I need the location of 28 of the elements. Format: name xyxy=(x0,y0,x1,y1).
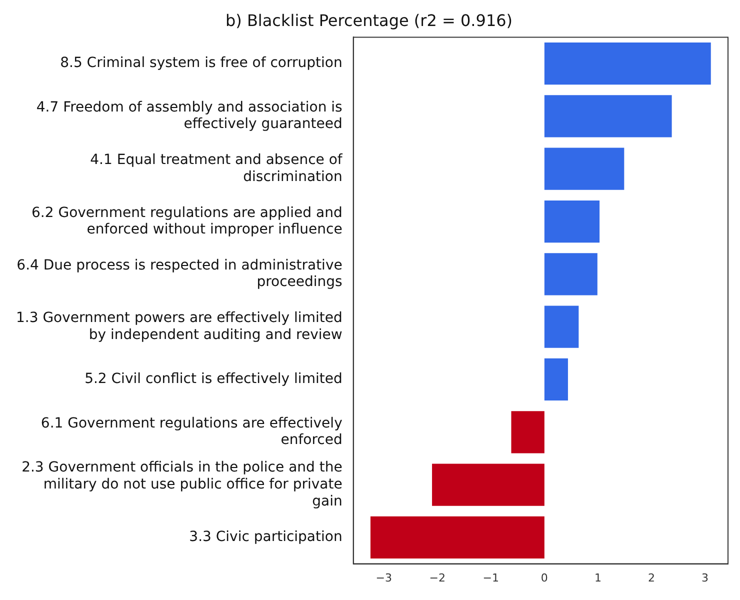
bar xyxy=(511,411,544,454)
chart-title: b) Blacklist Percentage (r2 = 0.916) xyxy=(225,10,513,30)
bar xyxy=(544,42,711,85)
x-tick-label: 0 xyxy=(540,571,548,584)
x-tick-label: 1 xyxy=(594,571,602,584)
y-tick-label: 2.3 Government officials in the police and the military do not use public office for private gain xyxy=(22,460,342,510)
bar xyxy=(544,253,598,296)
y-tick-label: 1.3 Government powers are effectively limited by independent auditing and review xyxy=(16,310,342,343)
x-tick-label: −1 xyxy=(482,571,500,584)
y-tick-label: 4.7 Freedom of assembly and association is effectively guaranteed xyxy=(36,99,342,132)
bar xyxy=(544,148,624,190)
bar xyxy=(544,358,568,401)
y-tick-label: 3.3 Civic participation xyxy=(189,529,342,546)
bar xyxy=(544,95,672,138)
y-tick-label: 6.1 Government regulations are effectively enforced xyxy=(40,415,342,448)
y-tick-label: 4.1 Equal treatment and absence of discrimination xyxy=(90,152,344,185)
bar xyxy=(432,464,544,506)
bar xyxy=(544,306,579,348)
x-tick-label: 3 xyxy=(701,571,708,584)
x-tick-label: 2 xyxy=(648,571,655,584)
x-tick-label: −3 xyxy=(376,571,392,584)
y-tick-label: 6.4 Due process is respected in administrative proceedings xyxy=(16,257,342,290)
bar xyxy=(370,516,544,559)
y-tick-label: 6.2 Government regulations are applied and enforced without improper influence xyxy=(32,204,342,238)
y-tick-label: 8.5 Criminal system is free of corruption xyxy=(60,55,342,72)
y-tick-label: 5.2 Civil conflict is effectively limited xyxy=(84,371,342,388)
x-tick-label: −2 xyxy=(429,571,446,584)
bar xyxy=(544,200,600,243)
